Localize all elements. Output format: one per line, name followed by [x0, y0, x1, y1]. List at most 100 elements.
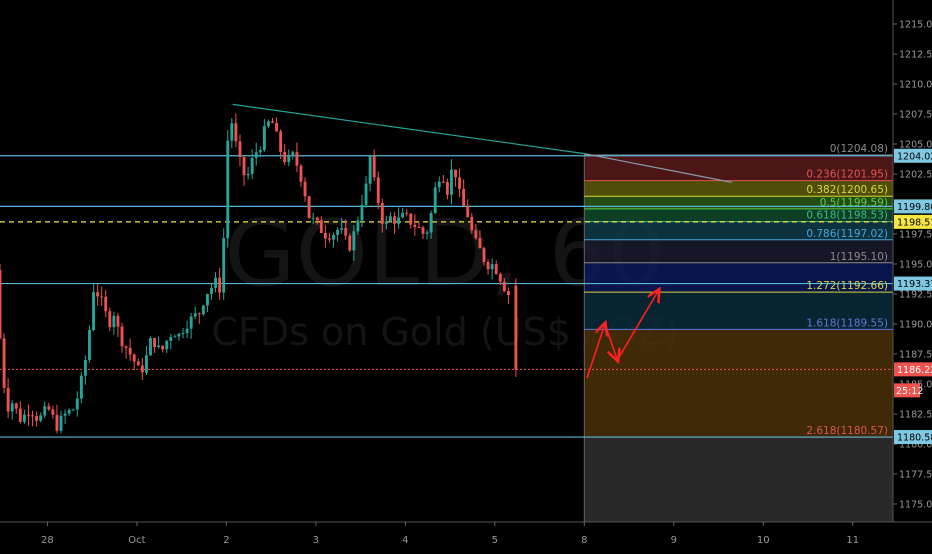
candle-body — [376, 177, 380, 204]
candle-body — [104, 296, 108, 312]
candle-body — [409, 213, 413, 225]
candle-body — [283, 151, 287, 162]
forecast-arrow[interactable] — [604, 323, 618, 360]
candle-body — [393, 216, 396, 224]
candle-body — [368, 156, 372, 184]
candle-body — [157, 345, 161, 348]
fib-level-label: 0.236(1201.95) — [806, 169, 888, 181]
y-tick-label: 1197.50 — [899, 230, 932, 241]
price-badge: 1204.02 — [897, 151, 932, 162]
candle-body — [433, 187, 437, 213]
candle-body — [425, 232, 429, 234]
price-badge-bg — [894, 214, 932, 229]
candle-body — [193, 313, 197, 317]
candle-body — [149, 338, 152, 356]
candle-body — [486, 261, 490, 270]
price-badge-bg — [894, 148, 932, 163]
candle-body — [332, 234, 335, 240]
fib-level-label: 0(1204.08) — [830, 143, 888, 155]
candle-body — [254, 152, 258, 158]
forecast-arrow[interactable] — [616, 290, 658, 361]
candle-body — [185, 328, 189, 334]
fib-level-label: 0.382(1200.65) — [806, 184, 888, 196]
candle-body — [319, 220, 323, 233]
trendline[interactable] — [584, 153, 733, 183]
candle-body — [514, 285, 518, 370]
forecast-arrows[interactable] — [586, 290, 659, 379]
candle-body — [401, 212, 405, 218]
candle-body — [303, 181, 307, 197]
candle-body — [364, 183, 368, 205]
time-axis[interactable]: 28 Oct 2 3 4 5 8 9 10 11 — [41, 522, 859, 546]
price-axis-labels: 1204.02 1199.80 1198.51 1193.37 1180.58 1186.… — [894, 148, 932, 445]
candle-body — [323, 232, 327, 239]
candle-body — [153, 338, 156, 348]
y-tick-label: 1192.50 — [899, 290, 932, 301]
trendline[interactable] — [232, 103, 585, 155]
candle-body — [210, 287, 213, 294]
candle-body — [55, 414, 59, 431]
fibonacci-tool[interactable] — [583, 154, 893, 522]
y-tick-label: 1207.50 — [899, 110, 932, 121]
trendlines[interactable] — [232, 103, 733, 183]
candle-body — [35, 416, 39, 421]
candle-body — [450, 169, 453, 195]
candle-body — [108, 311, 112, 328]
fib-zone — [584, 292, 893, 330]
candle-body — [389, 216, 392, 222]
candle-body — [437, 181, 441, 188]
candle-body — [112, 315, 116, 328]
candle-body — [205, 293, 209, 306]
candle-body — [47, 406, 51, 410]
y-tick-label: 1215.00 — [899, 20, 932, 31]
fibonacci-labels: 0(1204.08) 0.236(1201.95) 0.382(1200.65)0.… — [806, 143, 888, 437]
candle-body — [128, 347, 132, 355]
x-tick-label: 2 — [223, 535, 229, 546]
candle-body — [63, 413, 67, 416]
candle-body — [22, 414, 26, 422]
horizontal-lines[interactable] — [0, 155, 893, 438]
y-tick-label: 1187.50 — [899, 350, 932, 361]
candle-body — [421, 227, 425, 234]
candle-body — [336, 229, 340, 235]
fib-zone — [584, 221, 893, 240]
y-tick-label: 1210.00 — [899, 80, 932, 91]
x-tick-label: 10 — [757, 535, 770, 546]
candle-body — [39, 415, 43, 421]
candle-body — [197, 313, 201, 315]
x-tick-label: 5 — [492, 535, 498, 546]
candle-body — [307, 196, 311, 219]
candle-body — [482, 248, 486, 262]
candle-body — [201, 305, 205, 315]
y-tick-label: 1175.00 — [899, 500, 932, 511]
candle-body — [43, 406, 47, 416]
candle-body — [262, 126, 266, 151]
candle-body — [116, 315, 120, 327]
y-tick-label: 1212.50 — [899, 50, 932, 61]
fib-level-label: 2.618(1180.57) — [806, 425, 888, 437]
candle-body — [67, 409, 71, 414]
candle-body — [405, 212, 409, 214]
candle-body — [140, 365, 144, 373]
candle-body — [79, 375, 83, 399]
x-tick-label: 9 — [671, 535, 677, 546]
fib-level-label: 0.5(1199.59) — [820, 197, 888, 209]
countdown-bg — [894, 383, 920, 398]
candle-body — [27, 414, 30, 416]
y-tick-label: 1190.00 — [899, 320, 932, 331]
candle-body — [222, 238, 226, 293]
current-price-badge-bg — [894, 362, 932, 377]
candle-body — [234, 123, 238, 142]
y-tick-label: 1205.00 — [899, 140, 932, 151]
candle-body — [490, 264, 494, 270]
candle-body — [189, 316, 193, 329]
candle-body — [242, 157, 246, 176]
candle-body — [328, 238, 331, 240]
candle-body — [132, 354, 136, 362]
candle-body — [88, 330, 91, 361]
candle-body — [181, 333, 185, 335]
forecast-arrow[interactable] — [586, 324, 605, 379]
candle-body — [470, 217, 474, 231]
